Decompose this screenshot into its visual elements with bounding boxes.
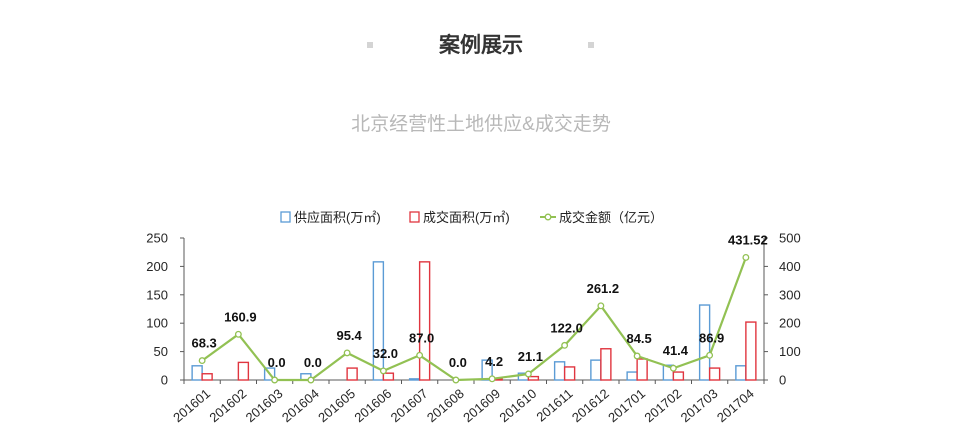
deal-amount-point xyxy=(488,375,496,383)
deal-amount-data-label: 4.2 xyxy=(485,354,503,369)
left-axis-tick-label: 250 xyxy=(146,231,168,246)
legend-swatch-deal-amount-marker xyxy=(544,213,552,221)
deal-amount-line xyxy=(201,257,747,382)
x-axis-category-label: 201608 xyxy=(424,386,467,425)
deal-amount-data-label: 86.9 xyxy=(699,330,724,345)
deal-area-bar xyxy=(708,367,721,381)
right-axis-tick-label: 0 xyxy=(779,373,786,388)
deal-amount-point xyxy=(524,370,532,378)
line-series-deal-amount xyxy=(198,253,750,384)
chart-subtitle: 北京经营性土地供应&成交走势 xyxy=(351,114,611,135)
deal-area-bar xyxy=(527,375,540,381)
deal-amount-data-label: 122.0 xyxy=(550,320,583,335)
deal-area-bar xyxy=(382,372,395,381)
deal-amount-data-label: 431.52 xyxy=(728,232,768,247)
x-axis-category-label: 201601 xyxy=(170,386,213,425)
x-axis-category-label: 201612 xyxy=(569,386,612,425)
deal-amount-point xyxy=(379,367,387,375)
left-axis-tick-label: 150 xyxy=(146,287,168,302)
title-decoration-left xyxy=(367,42,373,48)
right-axis-tick-label: 100 xyxy=(779,344,801,359)
section-title: 案例展示 xyxy=(439,34,523,57)
x-axis-category-label: 201602 xyxy=(206,386,249,425)
supply-area-bar xyxy=(191,365,203,381)
right-axis-tick-label: 200 xyxy=(779,316,801,331)
supply-area-bar xyxy=(372,261,385,381)
deal-amount-data-label: 21.1 xyxy=(518,349,543,364)
supply-area-bar xyxy=(626,371,638,381)
x-axis-category-label: 201606 xyxy=(351,386,394,425)
bar-series-deal-area xyxy=(201,261,757,381)
right-axis-tick-label: 300 xyxy=(779,287,801,302)
deal-area-bar xyxy=(346,367,358,381)
legend-swatch-deal-area xyxy=(409,211,420,223)
x-axis-category-label: 201611 xyxy=(533,386,575,425)
deal-amount-data-label: 0.0 xyxy=(268,355,286,370)
deal-area-bar xyxy=(201,373,213,381)
deal-amount-data-label: 95.4 xyxy=(336,328,362,343)
x-axis-category-label: 201607 xyxy=(388,386,431,425)
deal-amount-data-label: 261.2 xyxy=(587,281,620,296)
x-axis-category-label: 201702 xyxy=(641,386,684,425)
deal-amount-data-label: 0.0 xyxy=(304,355,322,370)
legend-label-deal-amount: 成交金额（亿元） xyxy=(559,210,663,225)
deal-amount-point xyxy=(452,376,460,384)
left-axis-tick-label: 200 xyxy=(146,259,168,274)
deal-area-bar xyxy=(745,321,757,381)
x-axis-category-label: 201603 xyxy=(243,386,286,425)
x-axis-category-label: 201703 xyxy=(678,386,721,425)
supply-area-bar xyxy=(698,304,711,381)
x-axis-category-label: 201701 xyxy=(605,386,648,425)
deal-area-bar xyxy=(418,261,431,381)
deal-amount-point xyxy=(633,352,641,360)
x-axis-category-label: 201704 xyxy=(714,386,757,425)
deal-amount-data-label: 84.5 xyxy=(626,331,651,346)
deal-amount-point xyxy=(706,351,714,359)
legend-item-deal-area: 成交面积(万㎡) xyxy=(409,210,510,225)
land-supply-transaction-chart: 供应面积(万㎡) 成交面积(万㎡) 成交金额（亿元） 0 50 100 150 200 2… xyxy=(146,210,801,425)
chart-legend: 供应面积(万㎡) 成交面积(万㎡) 成交金额（亿元） xyxy=(280,210,663,225)
legend-item-supply-area: 供应面积(万㎡) xyxy=(280,210,381,225)
deal-amount-point xyxy=(234,330,242,338)
deal-amount-data-label: 160.9 xyxy=(224,309,257,324)
deal-amount-data-label: 41.4 xyxy=(663,343,689,358)
deal-amount-point xyxy=(343,349,351,357)
right-axis-tick-label: 400 xyxy=(779,259,801,274)
deal-area-bar xyxy=(237,361,250,381)
deal-amount-data-label: 87.0 xyxy=(409,330,434,345)
left-axis-tick-label: 0 xyxy=(161,373,168,388)
deal-amount-data-label: 32.0 xyxy=(373,346,398,361)
x-axis-category-label: 201610 xyxy=(496,386,539,425)
legend-label-deal-area: 成交面积(万㎡) xyxy=(423,210,510,225)
left-axis-tick-label: 100 xyxy=(146,316,168,331)
legend-swatch-supply-area xyxy=(280,211,291,223)
deal-amount-point xyxy=(307,376,315,384)
legend-label-supply-area: 供应面积(万㎡) xyxy=(294,210,381,225)
deal-amount-point xyxy=(271,376,279,384)
supply-area-bar xyxy=(590,359,602,381)
legend-item-deal-amount: 成交金额（亿元） xyxy=(540,210,663,225)
deal-amount-point xyxy=(198,357,206,365)
deal-amount-data-labels: 68.3 160.9 0.0 0.0 95.4 32.0 87.0 0.0 4.2 21.1 122… xyxy=(191,232,767,370)
supply-area-bar xyxy=(735,365,747,381)
supply-area-bar xyxy=(408,378,421,381)
x-axis-category-label: 201604 xyxy=(279,386,322,425)
deal-area-bar xyxy=(636,358,648,381)
deal-area-bar xyxy=(600,348,612,381)
deal-amount-point xyxy=(416,351,424,359)
deal-amount-point xyxy=(561,341,569,349)
x-axis-category-label: 201605 xyxy=(315,386,358,425)
deal-area-bar xyxy=(563,366,576,381)
deal-amount-data-label: 0.0 xyxy=(449,355,467,370)
deal-amount-point xyxy=(597,302,605,310)
deal-amount-point xyxy=(742,253,750,261)
x-axis-category-label: 201609 xyxy=(460,386,503,425)
deal-area-bar xyxy=(672,371,685,381)
left-axis-tick-label: 50 xyxy=(154,344,168,359)
right-axis-tick-label: 500 xyxy=(779,231,801,246)
title-decoration-right xyxy=(588,42,594,48)
deal-amount-data-label: 68.3 xyxy=(191,336,216,351)
supply-area-bar xyxy=(553,361,566,381)
deal-amount-point xyxy=(669,364,677,372)
